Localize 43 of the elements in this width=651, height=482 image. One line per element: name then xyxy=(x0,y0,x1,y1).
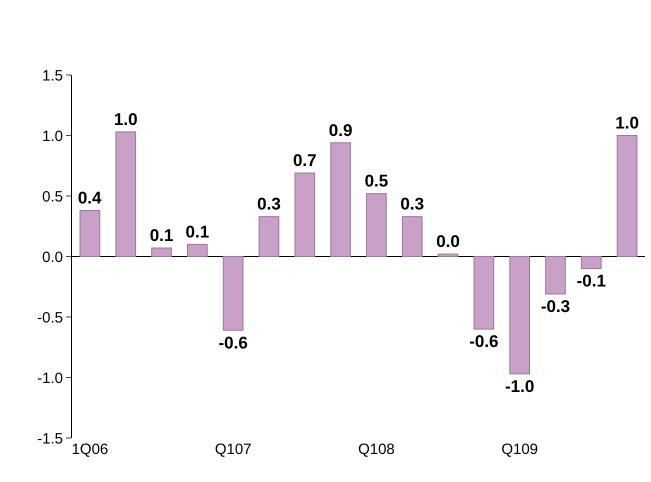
bar xyxy=(151,248,172,257)
bar xyxy=(509,256,530,374)
bar xyxy=(80,210,100,257)
bar xyxy=(616,135,638,257)
data-label: -0.6 xyxy=(469,332,498,352)
data-label: 0.3 xyxy=(257,194,281,214)
bar xyxy=(366,193,387,257)
y-tick-label: 0.0 xyxy=(42,248,63,266)
data-label: 0.4 xyxy=(78,188,102,208)
bar xyxy=(545,256,566,295)
y-tick-label: 1.5 xyxy=(42,67,63,84)
x-tick-label: 1Q06 xyxy=(72,441,108,458)
bar xyxy=(222,256,244,331)
bar xyxy=(258,216,280,257)
bar xyxy=(330,142,351,257)
bar xyxy=(580,256,602,270)
bar xyxy=(438,254,458,257)
x-tick-label: Q107 xyxy=(214,441,252,458)
bar xyxy=(115,131,136,257)
data-label: 0.7 xyxy=(292,151,317,170)
bar xyxy=(294,172,316,257)
data-label: 0.9 xyxy=(328,120,352,140)
data-label: -0.6 xyxy=(218,333,248,352)
bar xyxy=(187,244,208,257)
data-label: -0.1 xyxy=(576,272,606,291)
x-tick-label: Q108 xyxy=(358,441,395,458)
data-label: 1.0 xyxy=(615,114,639,132)
y-tick-label: -1.0 xyxy=(37,370,63,387)
data-label: 1.0 xyxy=(114,110,138,129)
data-label: -1.0 xyxy=(505,376,534,396)
y-tick-label: -0.5 xyxy=(37,309,63,326)
data-label: 0.0 xyxy=(436,232,460,252)
data-label: -0.3 xyxy=(540,297,570,316)
bar xyxy=(474,256,494,330)
y-tick-label: -1.5 xyxy=(37,430,63,448)
y-tick-label: 0.5 xyxy=(42,188,63,206)
x-tick-label: Q109 xyxy=(501,441,538,458)
data-label: 0.5 xyxy=(364,172,388,191)
y-tick-label: 1.0 xyxy=(42,128,63,145)
data-label: 0.3 xyxy=(400,194,424,214)
data-label: 0.1 xyxy=(150,226,174,246)
data-label: 0.1 xyxy=(186,222,210,242)
bar xyxy=(402,216,423,257)
